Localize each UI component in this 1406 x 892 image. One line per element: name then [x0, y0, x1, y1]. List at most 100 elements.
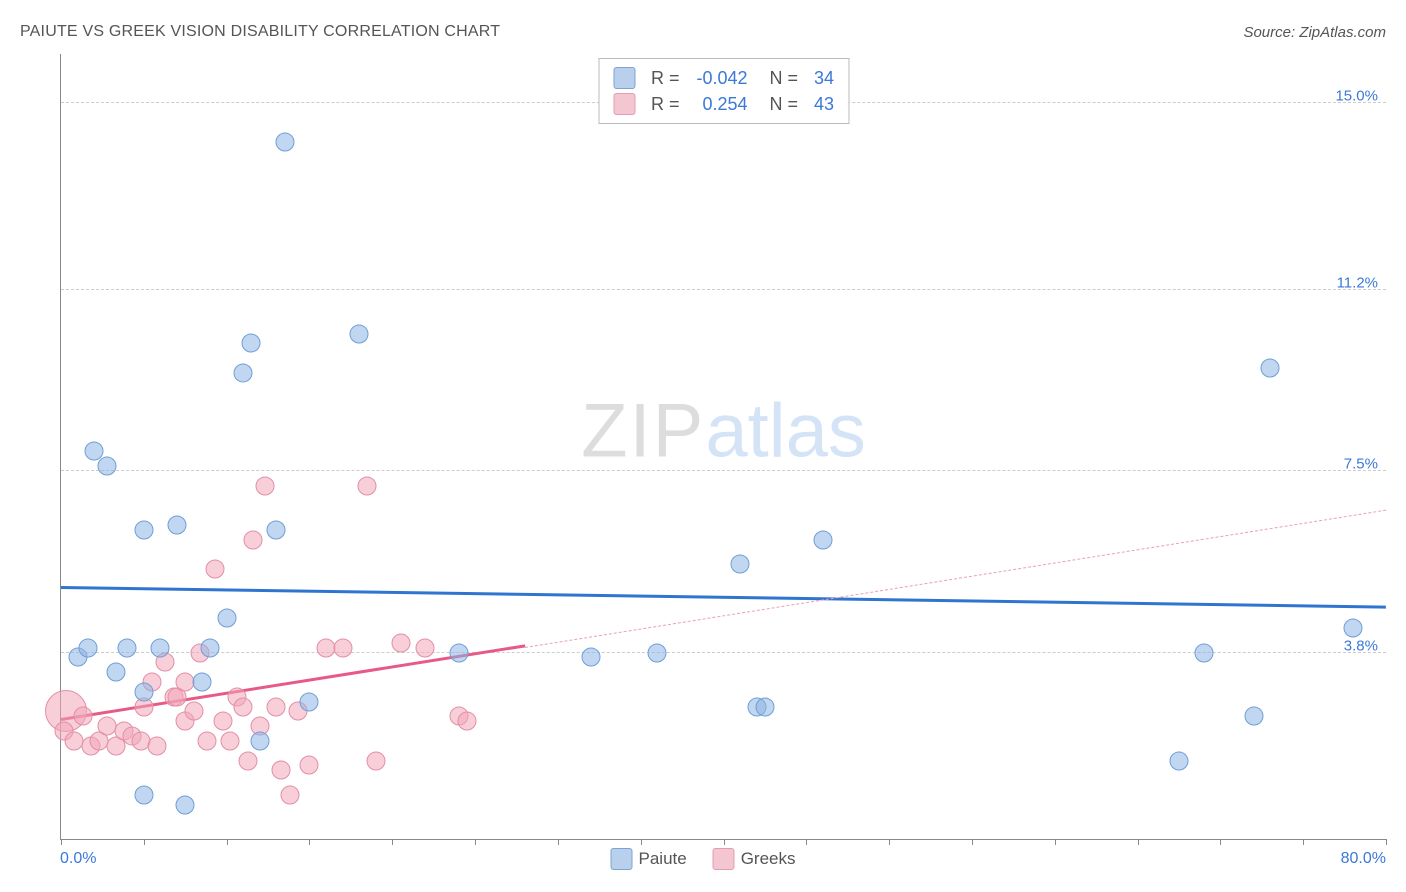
scatter-point-paiute — [250, 731, 269, 750]
chart-header: PAIUTE VS GREEK VISION DISABILITY CORREL… — [20, 18, 1386, 46]
scatter-point-paiute — [78, 638, 97, 657]
scatter-point-paiute — [234, 363, 253, 382]
legend-row-greeks: R = 0.254 N = 43 — [613, 91, 834, 117]
x-tick — [1055, 839, 1056, 845]
x-tick — [227, 839, 228, 845]
x-axis-max-label: 80.0% — [1341, 850, 1386, 868]
scatter-point-greeks — [267, 697, 286, 716]
chart-source: Source: ZipAtlas.com — [1243, 24, 1386, 41]
scatter-point-paiute — [201, 638, 220, 657]
scatter-point-paiute — [242, 334, 261, 353]
scatter-point-paiute — [1169, 751, 1188, 770]
scatter-point-paiute — [731, 555, 750, 574]
legend-label-paiute: Paiute — [639, 849, 687, 869]
scatter-point-greeks — [148, 736, 167, 755]
x-axis-min-label: 0.0% — [60, 850, 96, 868]
scatter-point-paiute — [1343, 619, 1362, 638]
scatter-point-paiute — [300, 692, 319, 711]
r-value-paiute: -0.042 — [688, 65, 748, 91]
x-tick — [392, 839, 393, 845]
scatter-point-greeks — [220, 731, 239, 750]
x-tick — [889, 839, 890, 845]
x-tick — [1386, 839, 1387, 845]
trend-line — [525, 509, 1386, 647]
scatter-point-paiute — [275, 133, 294, 152]
scatter-point-greeks — [184, 702, 203, 721]
scatter-point-greeks — [272, 761, 291, 780]
legend-item-greeks: Greeks — [713, 848, 796, 870]
scatter-point-paiute — [106, 663, 125, 682]
scatter-point-greeks — [416, 638, 435, 657]
scatter-point-paiute — [648, 643, 667, 662]
chart-body: Vision Disability ZIPatlas R = -0.042 N … — [20, 54, 1386, 874]
watermark-atlas: atlas — [705, 388, 866, 473]
gridline — [61, 652, 1386, 653]
scatter-point-paiute — [1194, 643, 1213, 662]
x-tick — [724, 839, 725, 845]
x-tick — [558, 839, 559, 845]
scatter-point-paiute — [192, 673, 211, 692]
plot-area: ZIPatlas R = -0.042 N = 34 R = 0.254 N =… — [60, 54, 1386, 840]
legend-item-paiute: Paiute — [611, 848, 687, 870]
r-value-greeks: 0.254 — [688, 91, 748, 117]
scatter-point-greeks — [234, 697, 253, 716]
gridline — [61, 470, 1386, 471]
n-value-greeks: 43 — [806, 91, 834, 117]
scatter-point-paiute — [813, 530, 832, 549]
scatter-point-paiute — [134, 520, 153, 539]
r-label-2: R = — [651, 91, 680, 117]
watermark: ZIPatlas — [581, 387, 866, 474]
series-legend: Paiute Greeks — [611, 848, 796, 870]
scatter-point-greeks — [214, 712, 233, 731]
scatter-point-paiute — [217, 609, 236, 628]
x-tick — [1138, 839, 1139, 845]
scatter-point-greeks — [73, 707, 92, 726]
scatter-point-greeks — [333, 638, 352, 657]
scatter-point-paiute — [98, 457, 117, 476]
scatter-point-paiute — [176, 795, 195, 814]
y-tick-label: 3.8% — [1344, 637, 1378, 654]
chart-title: PAIUTE VS GREEK VISION DISABILITY CORREL… — [20, 23, 500, 41]
n-label-2: N = — [770, 91, 799, 117]
scatter-point-paiute — [151, 638, 170, 657]
scatter-point-greeks — [366, 751, 385, 770]
x-tick — [1220, 839, 1221, 845]
scatter-point-paiute — [449, 643, 468, 662]
n-label-1: N = — [770, 65, 799, 91]
swatch-paiute-bottom — [611, 848, 633, 870]
watermark-zip: ZIP — [581, 388, 705, 473]
scatter-point-paiute — [1261, 359, 1280, 378]
scatter-point-paiute — [1244, 707, 1263, 726]
x-tick — [972, 839, 973, 845]
legend-row-paiute: R = -0.042 N = 34 — [613, 65, 834, 91]
scatter-point-paiute — [134, 785, 153, 804]
scatter-point-paiute — [350, 324, 369, 343]
x-tick — [475, 839, 476, 845]
scatter-point-greeks — [255, 476, 274, 495]
y-tick-label: 15.0% — [1335, 88, 1378, 105]
correlation-legend: R = -0.042 N = 34 R = 0.254 N = 43 — [598, 58, 849, 124]
trend-line — [61, 586, 1386, 609]
scatter-point-greeks — [457, 712, 476, 731]
x-tick — [309, 839, 310, 845]
swatch-greeks — [613, 93, 635, 115]
x-tick — [641, 839, 642, 845]
legend-label-greeks: Greeks — [741, 849, 796, 869]
y-tick-label: 11.2% — [1337, 274, 1378, 291]
x-tick — [806, 839, 807, 845]
scatter-point-greeks — [197, 731, 216, 750]
x-tick — [61, 839, 62, 845]
scatter-point-greeks — [239, 751, 258, 770]
x-tick — [144, 839, 145, 845]
n-value-paiute: 34 — [806, 65, 834, 91]
r-label-1: R = — [651, 65, 680, 91]
gridline — [61, 289, 1386, 290]
scatter-point-greeks — [391, 633, 410, 652]
scatter-point-greeks — [244, 530, 263, 549]
x-tick — [1303, 839, 1304, 845]
swatch-greeks-bottom — [713, 848, 735, 870]
scatter-point-greeks — [206, 560, 225, 579]
scatter-point-greeks — [280, 785, 299, 804]
scatter-point-paiute — [118, 638, 137, 657]
scatter-point-greeks — [358, 476, 377, 495]
